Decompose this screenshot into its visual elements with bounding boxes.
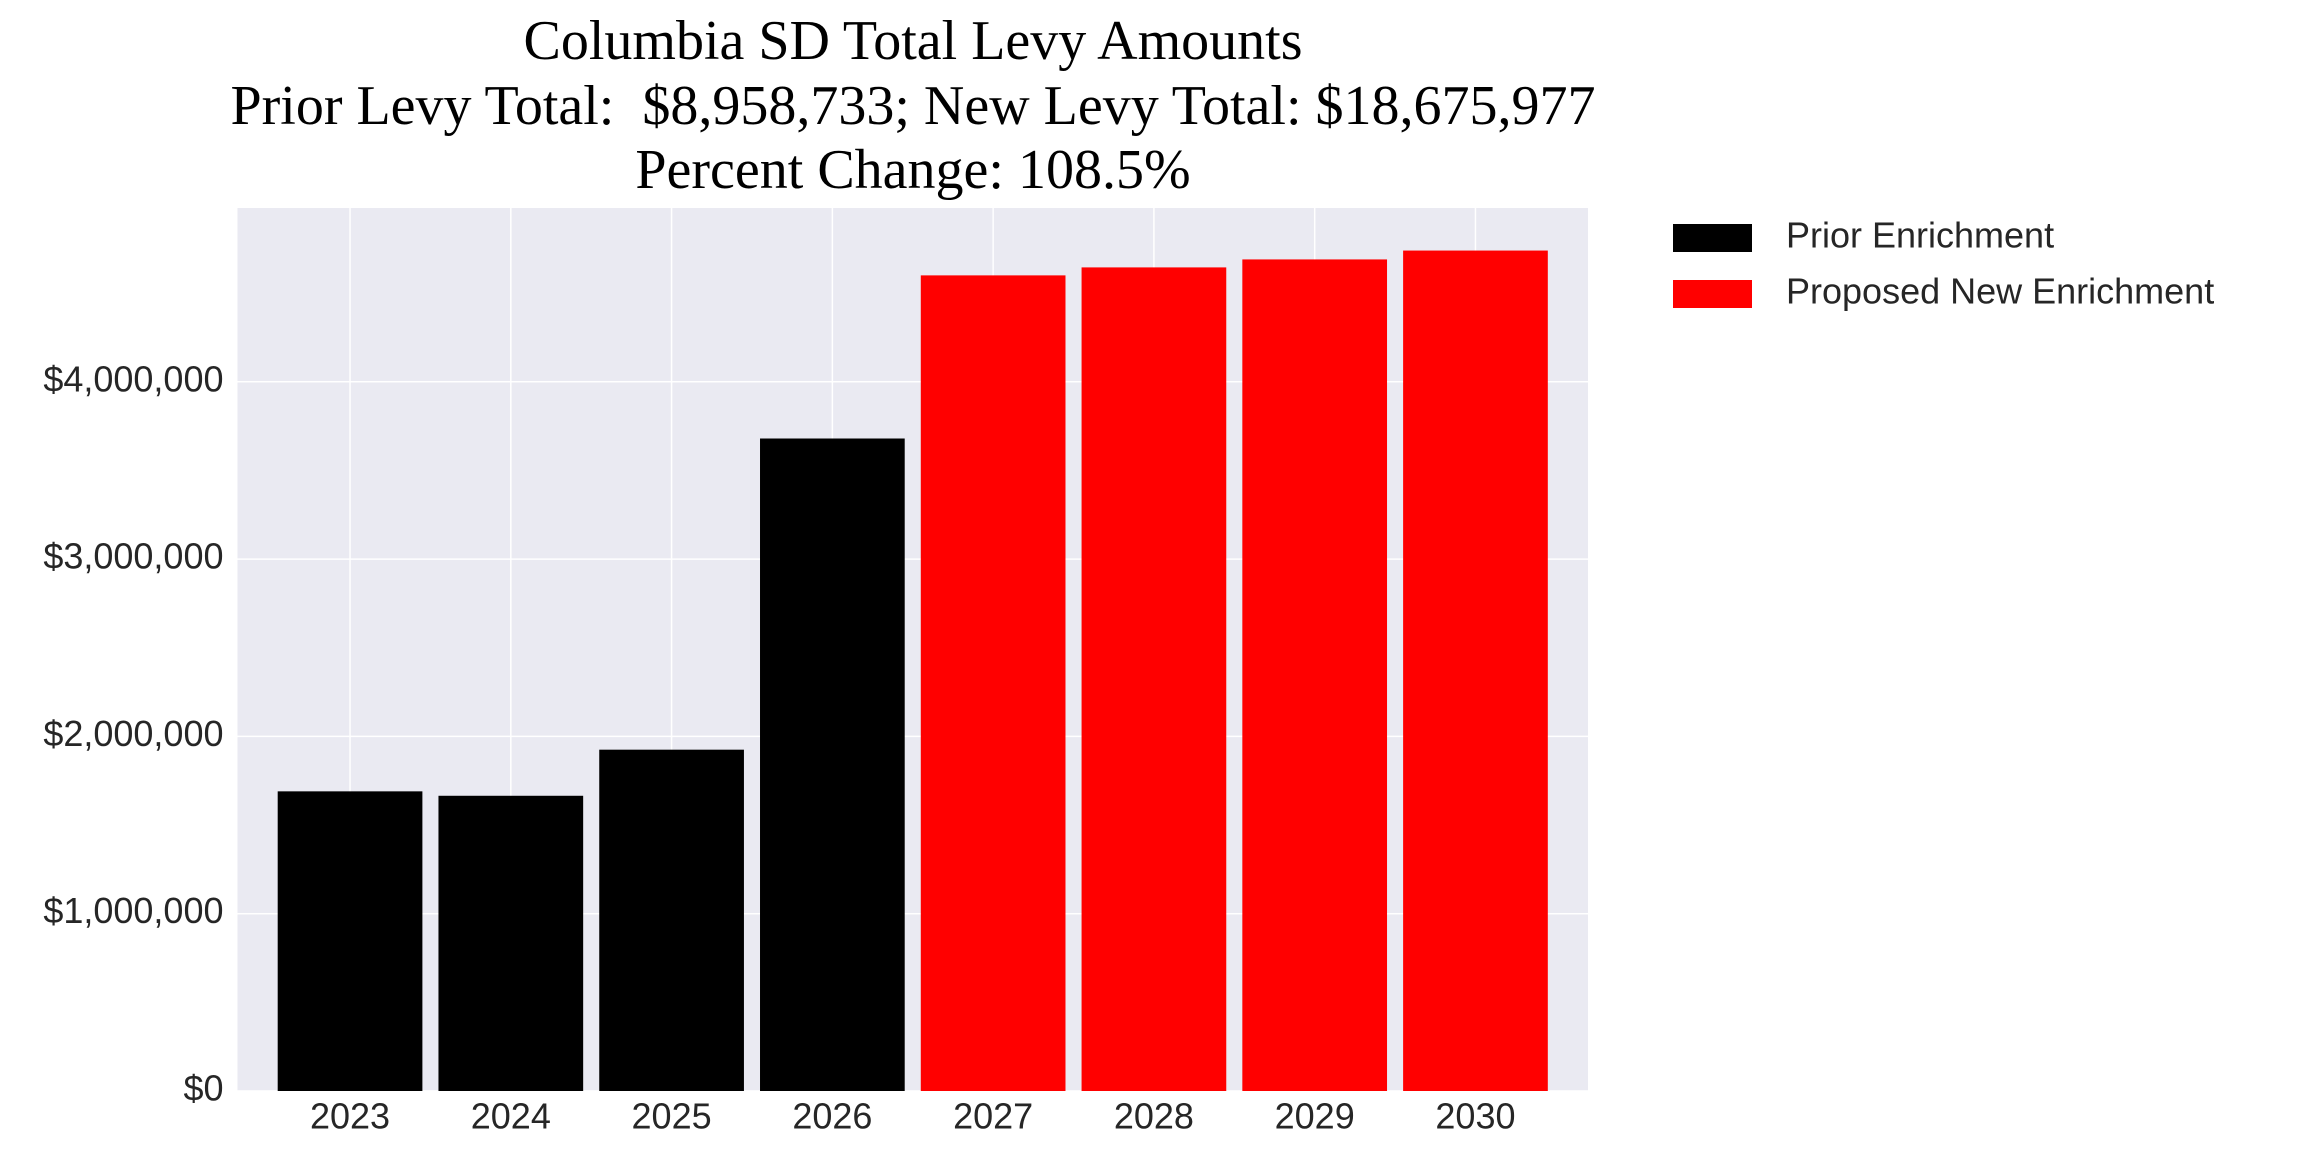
x-tick-label: 2028	[1114, 1096, 1194, 1137]
y-tick-label: $1,000,000	[43, 890, 223, 931]
bar	[760, 438, 905, 1091]
x-tick-label: 2029	[1275, 1096, 1355, 1137]
legend-swatch	[1673, 280, 1752, 308]
bar	[438, 795, 584, 1091]
bar	[1403, 250, 1548, 1092]
bar	[599, 749, 744, 1091]
x-tick-label: 2027	[953, 1096, 1033, 1137]
y-tick-label: $2,000,000	[43, 713, 223, 754]
legend-swatch	[1673, 224, 1752, 252]
chart-title: Percent Change: 108.5%	[635, 139, 1190, 201]
y-tick-label: $0	[183, 1068, 223, 1109]
x-tick-label: 2024	[471, 1096, 551, 1137]
x-tick-label: 2023	[310, 1096, 390, 1137]
bar	[1081, 267, 1227, 1092]
chart-title: Columbia SD Total Levy Amounts	[523, 10, 1302, 72]
marks	[277, 250, 1548, 1092]
x-tick-label: 2030	[1435, 1096, 1515, 1137]
y-tick-label: $4,000,000	[43, 358, 223, 399]
legend-label: Proposed New Enrichment	[1786, 271, 2214, 312]
legend-label: Prior Enrichment	[1786, 215, 2054, 256]
y-tick-label: $3,000,000	[43, 536, 223, 577]
bar	[277, 791, 423, 1091]
bar	[1242, 259, 1388, 1091]
x-tick-label: 2026	[792, 1096, 872, 1137]
x-tick-label: 2025	[632, 1096, 712, 1137]
chart-title: Prior Levy Total: $8,958,733; New Levy T…	[230, 75, 1595, 137]
bar	[920, 275, 1066, 1091]
